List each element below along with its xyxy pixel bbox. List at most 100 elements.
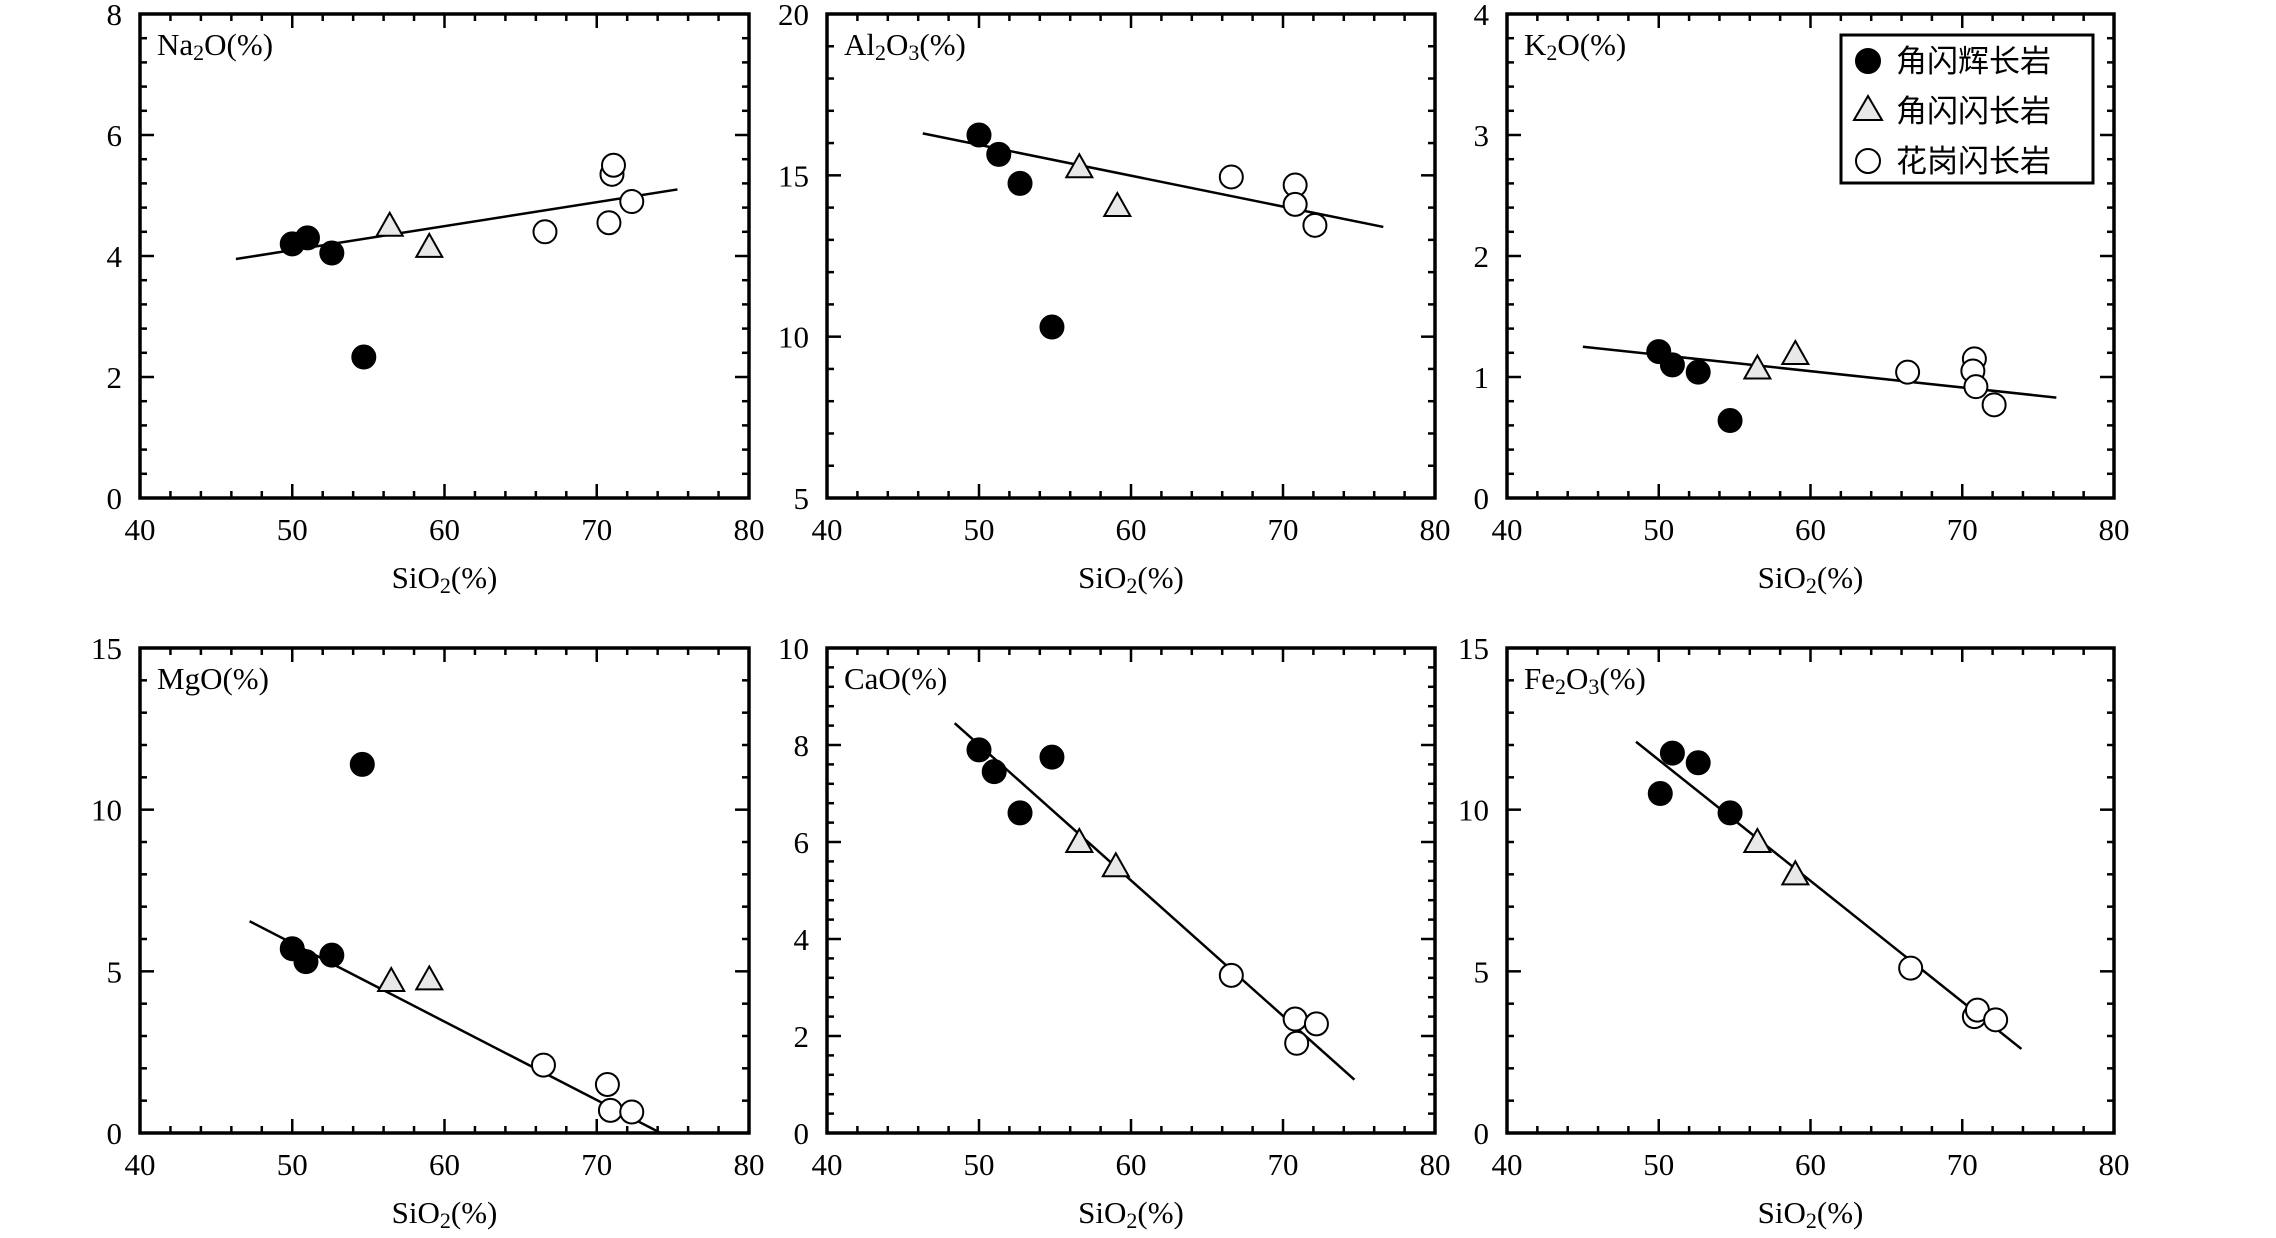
- data-point-filled: [351, 344, 377, 370]
- x-tick-label: 50: [277, 1147, 308, 1182]
- oxide-label-sub2: 3: [908, 40, 919, 65]
- y-tick-label: 15: [91, 631, 122, 666]
- x-axis-label: SiO2(%): [1078, 560, 1184, 598]
- data-point-open: [1302, 212, 1328, 238]
- data-point-filled: [1007, 800, 1033, 826]
- legend-label-0: 角闪辉长岩: [1896, 44, 2051, 79]
- data-point-filled: [319, 942, 345, 968]
- data-point-triangle: [1064, 826, 1095, 853]
- y-tick-label: 5: [1474, 954, 1490, 989]
- legend-item-1: 角闪闪长岩: [1852, 94, 2051, 129]
- series-0: [279, 225, 377, 370]
- series-2: [532, 152, 645, 245]
- oxide-label-main: MgO(%): [157, 661, 269, 696]
- data-point-open: [1303, 1011, 1329, 1037]
- legend-marker-filled-circle-icon: [1855, 48, 1881, 74]
- x-tick-label: 80: [734, 512, 765, 547]
- legend-item-0: 角闪辉长岩: [1855, 44, 2051, 79]
- series-1: [1742, 338, 1811, 380]
- data-point-filled: [294, 225, 320, 251]
- data-point-filled: [986, 141, 1012, 167]
- y-tick-label: 4: [107, 239, 123, 274]
- oxide-label-sub: 2: [1546, 40, 1557, 65]
- data-point-filled: [1685, 359, 1711, 385]
- series-1: [1064, 152, 1133, 217]
- oxide-label-rest: O: [886, 27, 908, 62]
- x-tick-label: 70: [1268, 1147, 1299, 1182]
- data-point-open: [597, 1097, 623, 1123]
- x-tick-label: 70: [1947, 1147, 1978, 1182]
- series-0: [1646, 339, 1743, 434]
- x-tick-label: 40: [1492, 512, 1523, 547]
- plot-frame: [138, 12, 751, 500]
- y-tick-label: 3: [1474, 118, 1490, 153]
- data-point-filled: [293, 949, 319, 975]
- data-point-filled: [319, 240, 345, 266]
- x-axis-label-sub: 2: [1806, 1208, 1817, 1233]
- data-point-filled: [1659, 352, 1685, 378]
- y-tick-label: 15: [778, 158, 809, 193]
- data-point-triangle: [1064, 152, 1095, 179]
- x-tick-label: 80: [734, 1147, 765, 1182]
- y-tick-label: 20: [778, 0, 809, 32]
- x-tick-label: 60: [1116, 1147, 1147, 1182]
- x-axis-label-rest: (%): [1817, 560, 1863, 595]
- series-1: [1742, 826, 1811, 886]
- oxide-label: Fe2O3(%): [1524, 661, 1646, 699]
- data-point-filled: [1659, 740, 1685, 766]
- data-point-filled: [966, 122, 992, 148]
- x-axis-label: SiO2(%): [1758, 1195, 1864, 1233]
- x-tick-label: 60: [1116, 512, 1147, 547]
- x-axis-label-main: SiO: [392, 560, 440, 595]
- y-tick-label: 10: [778, 631, 809, 666]
- data-point-filled: [1685, 750, 1711, 776]
- series-2: [1218, 962, 1329, 1056]
- oxide-label-rest: O: [1566, 661, 1588, 696]
- x-tick-label: 60: [429, 512, 460, 547]
- x-axis-label-sub: 2: [440, 573, 451, 598]
- x-tick-label: 80: [1420, 512, 1451, 547]
- y-tick-label: 15: [1458, 631, 1489, 666]
- oxide-label-main: Al: [844, 27, 875, 62]
- x-axis-label-sub: 2: [1126, 573, 1137, 598]
- x-axis-label: SiO2(%): [392, 560, 498, 598]
- data-point-triangle: [1780, 338, 1811, 366]
- legend-box: [1839, 33, 2095, 185]
- y-tick-label: 6: [794, 825, 810, 860]
- data-point-open: [600, 152, 626, 178]
- legend-marker-open-triangle-icon: [1852, 94, 1884, 121]
- y-tick-label: 2: [107, 360, 123, 395]
- oxide-label-main: K: [1524, 27, 1547, 62]
- oxide-label-sub: 2: [1555, 674, 1566, 699]
- x-tick-label: 60: [1795, 512, 1826, 547]
- series-0: [279, 751, 375, 975]
- data-point-open: [619, 1099, 645, 1125]
- data-point-open: [1898, 955, 1924, 981]
- data-point-triangle: [1780, 859, 1811, 886]
- panel-3: 40 50 60 70 80 0 5 10 15 SiO2(%) MgO(%): [91, 631, 765, 1233]
- plot-frame: [825, 12, 1437, 500]
- x-tick-label: 80: [1420, 1147, 1451, 1182]
- x-tick-label: 50: [277, 512, 308, 547]
- oxide-label-sub2: 3: [1588, 674, 1599, 699]
- data-point-filled: [1717, 408, 1743, 434]
- y-tick-label: 10: [1458, 793, 1489, 828]
- x-tick-label: 60: [429, 1147, 460, 1182]
- data-point-triangle: [376, 966, 406, 993]
- legend: 角闪辉长岩 角闪闪长岩 花岗闪长岩: [1839, 33, 2095, 185]
- legend-item-2: 花岗闪长岩: [1855, 144, 2051, 179]
- oxide-label-sub: 2: [875, 40, 886, 65]
- series-1: [376, 964, 444, 993]
- y-tick-label: 0: [1474, 481, 1490, 516]
- data-point-open: [530, 1052, 556, 1078]
- x-tick-label: 70: [581, 1147, 612, 1182]
- series-0: [1647, 740, 1743, 826]
- oxide-label-main: Fe: [1524, 661, 1555, 696]
- x-axis-label-rest: (%): [451, 560, 497, 595]
- oxide-label: MgO(%): [157, 661, 269, 696]
